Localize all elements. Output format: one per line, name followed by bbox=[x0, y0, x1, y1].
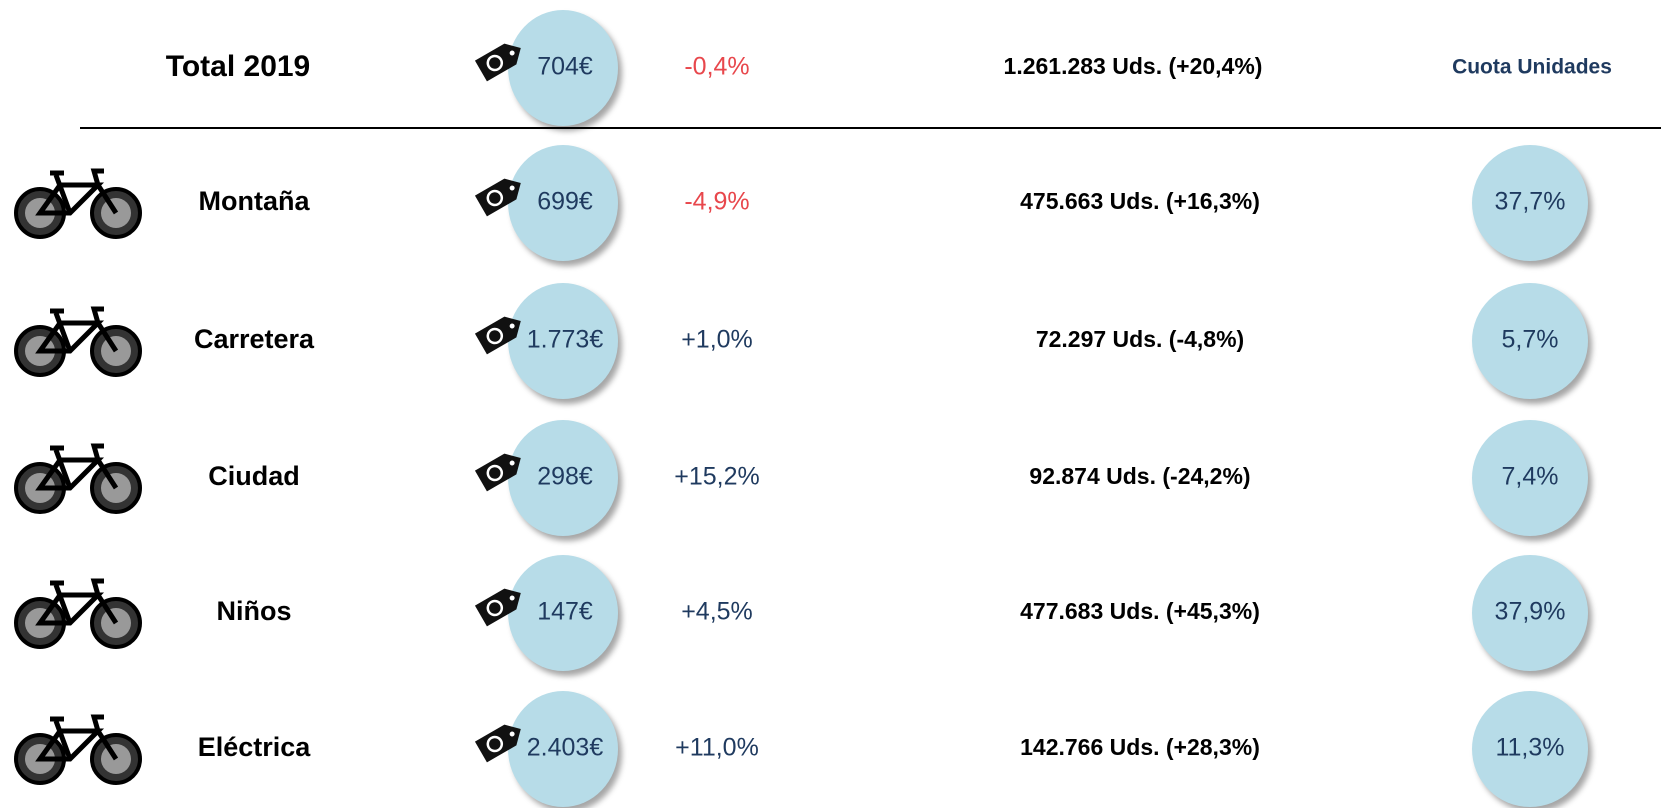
row-label: Ciudad bbox=[208, 461, 300, 491]
bike-icon bbox=[14, 306, 142, 377]
tag-shape bbox=[474, 316, 521, 355]
row-label: Montaña bbox=[199, 186, 311, 216]
tag-hole bbox=[509, 323, 515, 329]
price-value: 2.403€ bbox=[527, 734, 604, 762]
units-value: 1.261.283 Uds. (+20,4%) bbox=[1004, 53, 1263, 79]
price-tag-icon bbox=[474, 724, 521, 763]
tag-mark bbox=[486, 327, 504, 345]
tag-mark bbox=[486, 464, 504, 482]
share-value: 37,9% bbox=[1495, 598, 1566, 626]
price-bubble bbox=[508, 555, 618, 671]
share-header: Cuota Unidades bbox=[1452, 56, 1612, 79]
price-value: 1.773€ bbox=[527, 326, 604, 354]
price-change: -0,4% bbox=[684, 53, 749, 81]
price-bubble bbox=[508, 420, 618, 536]
bike-icon bbox=[14, 578, 142, 649]
price-tag-icon bbox=[474, 178, 521, 217]
tag-shape bbox=[474, 178, 521, 217]
share-bubble bbox=[1472, 555, 1588, 671]
share-bubble bbox=[1472, 691, 1588, 807]
total-label: Total 2019 bbox=[166, 50, 311, 83]
bike-frame bbox=[35, 714, 119, 762]
price-change: +15,2% bbox=[674, 463, 760, 491]
price-bubble bbox=[508, 691, 618, 807]
bike-icon bbox=[14, 714, 142, 785]
bike-icon bbox=[14, 168, 142, 239]
share-bubble bbox=[1472, 420, 1588, 536]
share-value: 5,7% bbox=[1502, 326, 1559, 354]
price-value: 147€ bbox=[537, 598, 593, 626]
price-value: 704€ bbox=[537, 53, 593, 81]
price-bubble bbox=[508, 145, 618, 261]
tag-shape bbox=[474, 453, 521, 492]
tag-mark bbox=[486, 735, 504, 753]
row-label: Eléctrica bbox=[198, 732, 312, 762]
tag-hole bbox=[509, 595, 515, 601]
price-change: -4,9% bbox=[684, 188, 749, 216]
tag-mark bbox=[486, 599, 504, 617]
bike-frame bbox=[35, 168, 119, 216]
share-bubble bbox=[1472, 283, 1588, 399]
share-bubble bbox=[1472, 145, 1588, 261]
share-value: 37,7% bbox=[1495, 188, 1566, 216]
tag-mark bbox=[486, 54, 504, 72]
bike-frame bbox=[35, 306, 119, 354]
tag-hole bbox=[509, 460, 515, 466]
tag-mark bbox=[486, 189, 504, 207]
price-tag-icon bbox=[474, 453, 521, 492]
row-label: Niños bbox=[216, 596, 291, 626]
price-tag-icon bbox=[474, 588, 521, 627]
price-change: +11,0% bbox=[675, 734, 759, 762]
tag-hole bbox=[509, 50, 515, 56]
price-value: 298€ bbox=[537, 463, 593, 491]
share-value: 7,4% bbox=[1502, 463, 1559, 491]
price-bubble bbox=[508, 283, 618, 399]
tag-shape bbox=[474, 43, 521, 82]
tag-shape bbox=[474, 588, 521, 627]
units-value: 477.683 Uds. (+45,3%) bbox=[1020, 598, 1260, 624]
units-value: 142.766 Uds. (+28,3%) bbox=[1020, 734, 1260, 760]
price-value: 699€ bbox=[537, 188, 593, 216]
units-value: 72.297 Uds. (-4,8%) bbox=[1036, 326, 1244, 352]
price-change: +4,5% bbox=[681, 598, 753, 626]
tag-shape bbox=[474, 724, 521, 763]
bike-frame bbox=[35, 578, 119, 626]
row-label: Carretera bbox=[194, 324, 315, 354]
price-bubble bbox=[508, 10, 618, 126]
units-value: 92.874 Uds. (-24,2%) bbox=[1029, 463, 1250, 489]
share-value: 11,3% bbox=[1495, 734, 1564, 762]
bike-icon bbox=[14, 443, 142, 514]
bike-frame bbox=[35, 443, 119, 491]
tag-hole bbox=[509, 731, 515, 737]
price-tag-icon bbox=[474, 43, 521, 82]
price-tag-icon bbox=[474, 316, 521, 355]
tag-hole bbox=[509, 185, 515, 191]
units-value: 475.663 Uds. (+16,3%) bbox=[1020, 188, 1260, 214]
price-change: +1,0% bbox=[681, 326, 753, 354]
